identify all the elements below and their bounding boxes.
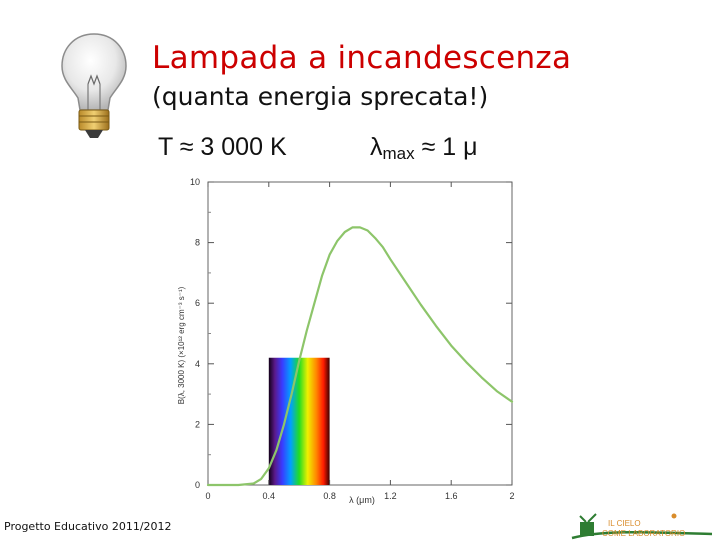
logo-line2: COME LABORATORIO xyxy=(602,529,685,538)
lambda-max-value: ≈ 1 μ xyxy=(414,133,478,161)
lambda-max-label: λmax ≈ 1 μ xyxy=(370,133,478,164)
data-point xyxy=(306,329,308,332)
y-tick-label: 6 xyxy=(195,298,200,308)
data-point xyxy=(222,484,224,486)
data-point xyxy=(405,281,407,283)
data-point xyxy=(329,254,331,256)
data-point xyxy=(344,231,346,233)
data-point xyxy=(359,226,361,228)
data-point xyxy=(367,229,369,232)
x-tick-label: 0.8 xyxy=(323,491,336,501)
data-point xyxy=(374,237,376,239)
series-line-0 xyxy=(206,226,514,487)
data-point xyxy=(435,325,437,327)
data-point xyxy=(465,361,467,363)
y-axis-label: B(λ, 3000 K) (×10¹² erg cm⁻³ s⁻¹) xyxy=(177,286,186,404)
lambda-max-subscript: max xyxy=(382,144,415,163)
footer-text: Progetto Educativo 2011/2012 xyxy=(4,520,172,533)
data-point xyxy=(336,240,338,242)
x-tick-label: 0 xyxy=(205,491,210,501)
data-point xyxy=(275,449,277,451)
y-tick-label: 10 xyxy=(190,177,200,187)
data-point xyxy=(253,482,255,485)
temperature-label: T ≈ 3 000 K xyxy=(158,133,287,161)
data-point xyxy=(291,393,293,395)
telescope-logo-icon: IL CIELO COME LABORATORIO xyxy=(542,510,718,540)
data-point xyxy=(351,226,353,228)
slide-title: Lampada a incandescenza xyxy=(152,40,572,76)
data-point xyxy=(382,246,384,248)
x-tick-label: 1.6 xyxy=(445,491,458,501)
data-point xyxy=(321,275,323,277)
logo-line1: IL CIELO xyxy=(608,519,641,528)
lambda-symbol: λ xyxy=(370,133,383,161)
y-tick-label: 8 xyxy=(195,238,200,248)
data-point xyxy=(450,345,452,347)
data-point xyxy=(268,467,270,469)
data-point xyxy=(313,302,315,304)
data-point xyxy=(283,423,285,425)
y-tick-label: 2 xyxy=(195,419,200,429)
data-point xyxy=(207,484,209,486)
data-point xyxy=(511,401,513,403)
planck-spectrum-chart: 0 0.4 0.8 1.2 1.6 2 0 2 4 6 8 10 λ (μm) B(λ, 3000 K) … xyxy=(177,177,515,505)
data-point xyxy=(481,376,483,378)
y-tick-label: 4 xyxy=(195,359,200,369)
visible-spectrum-band xyxy=(268,357,330,485)
data-point xyxy=(298,360,300,362)
slide-subtitle: (quanta energia sprecata!) xyxy=(152,82,489,111)
x-tick-label: 0.4 xyxy=(263,491,276,501)
data-point xyxy=(260,478,262,480)
x-tick-label: 1.2 xyxy=(384,491,397,501)
data-point xyxy=(496,390,498,392)
light-bulb-icon xyxy=(61,33,127,138)
data-point xyxy=(420,304,422,306)
data-point xyxy=(389,258,391,260)
x-tick-label: 2 xyxy=(509,491,514,501)
y-tick-label: 0 xyxy=(195,480,200,490)
data-point xyxy=(237,484,239,486)
x-axis-label: λ (μm) xyxy=(349,495,375,505)
